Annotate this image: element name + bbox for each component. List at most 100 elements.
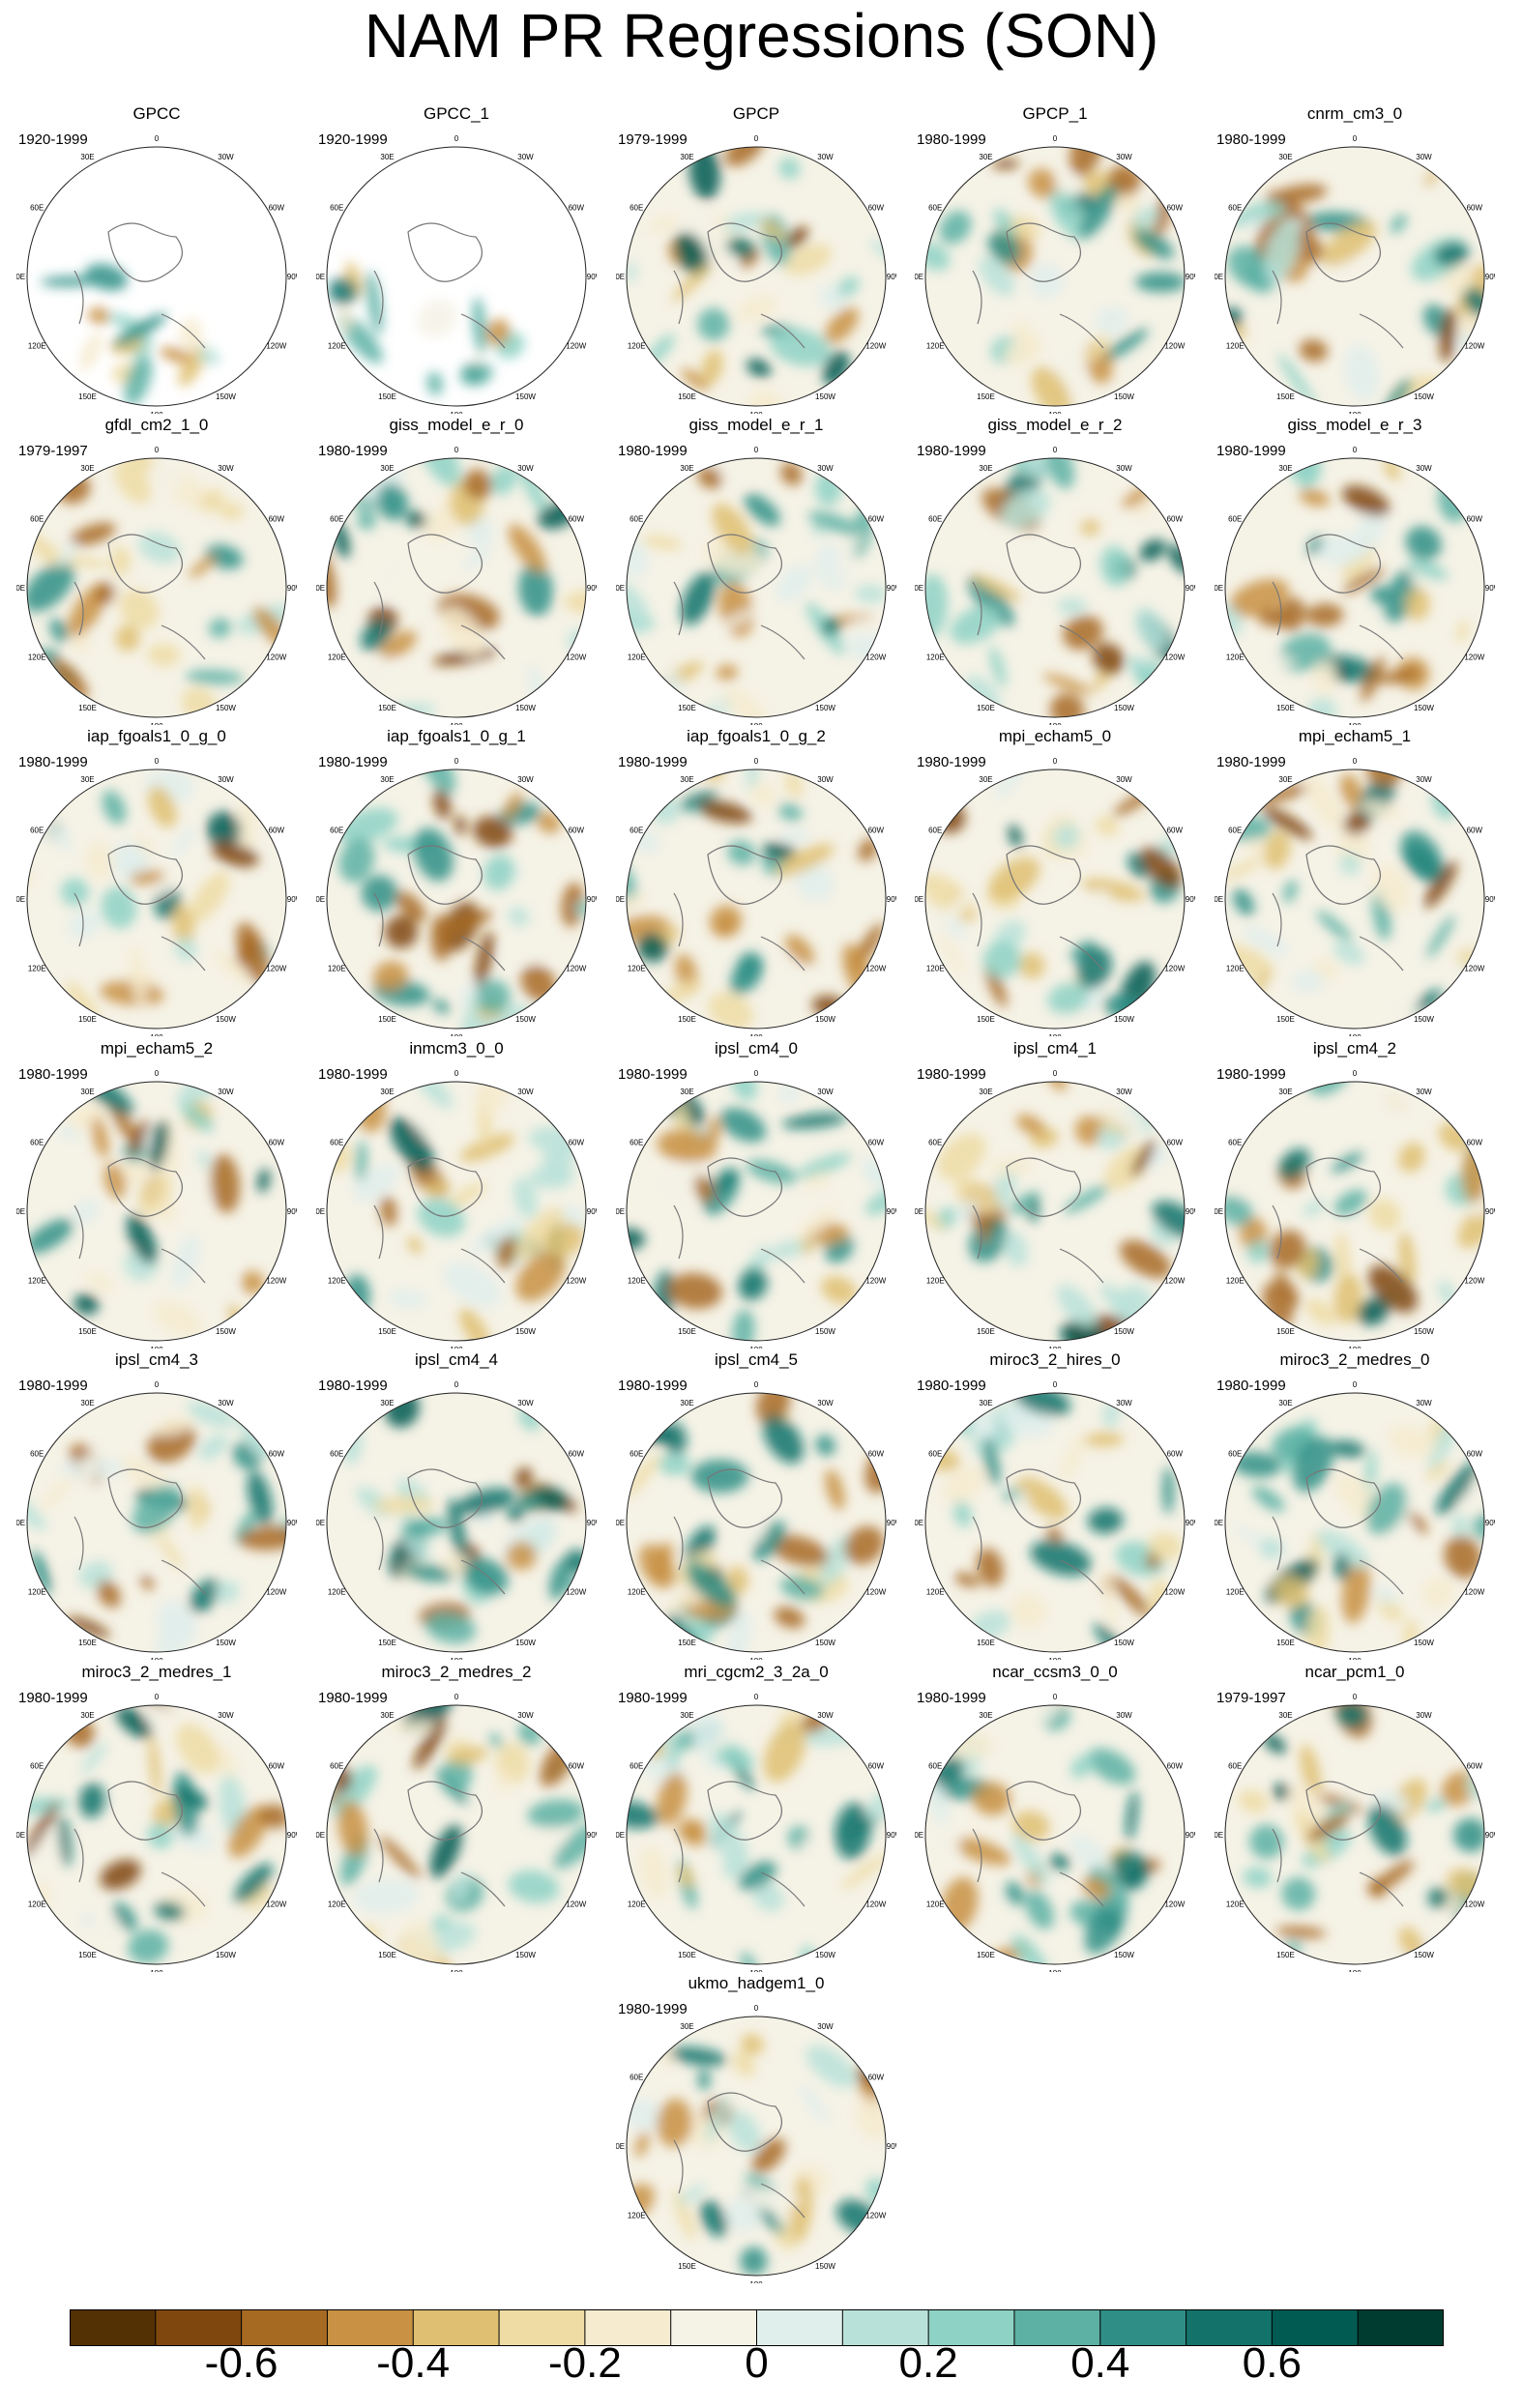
anomaly-blob [932,885,979,935]
longitude-label: 180 [1048,722,1062,725]
longitude-label: 60E [630,1762,643,1771]
longitude-label: 0 [1353,134,1358,143]
longitude-label: 30E [680,775,693,784]
map-border [26,1704,287,1965]
coastline [1272,1157,1404,1284]
anomaly-blob [573,901,586,917]
colorbar-swatch [499,2309,586,2346]
anomaly-blob [1427,1887,1450,1908]
longitude-label: 0 [155,1069,160,1078]
panel-iap_fgoals1_0_g_1: iap_fgoals1_0_g_1 180 150E 120E 90E 60E 30E 0 30… [316,727,597,1036]
anomaly-blob [1015,1114,1046,1136]
anomaly-blob [1048,1853,1070,1871]
anomaly-blob [504,792,522,820]
longitude-label: 90W [1485,1519,1495,1527]
longitude-label: 180 [450,1346,463,1349]
anomaly-blob [825,307,859,343]
longitude-label: 180 [150,1969,163,1972]
panel-title: iap_fgoals1_0_g_2 [687,727,826,745]
longitude-label: 150E [1276,704,1295,712]
anomaly-blob [50,658,89,700]
longitude-label: 90W [1485,1207,1495,1216]
anomaly-blob [825,1468,845,1511]
anomaly-blob [40,1477,73,1511]
map-border [626,769,887,1030]
anomaly-blob [796,862,834,902]
longitude-label: 120W [566,1588,586,1597]
anomaly-blob [424,1180,452,1197]
panel-title: miroc3_2_medres_1 [81,1663,232,1681]
anomaly-blob [714,918,740,937]
anomaly-blob [27,562,74,612]
map-border [626,457,887,718]
longitude-label: 180 [749,1346,763,1349]
anomaly-blob [1010,1191,1040,1215]
coastline [73,1157,206,1284]
anomaly-blob [1273,1783,1290,1801]
anomaly-blob [1225,1195,1253,1226]
anomaly-blob [991,159,1020,169]
anomaly-blob [815,543,848,591]
anomaly-blob [1342,567,1385,594]
anomaly-blob [387,1290,428,1308]
anomaly-blob [796,1206,837,1243]
anomaly-blob [468,1216,523,1255]
longitude-label: 60E [630,1139,643,1147]
anomaly-blob [78,1783,105,1818]
anomaly-blob [659,1453,691,1476]
panel-title: iap_fgoals1_0_g_1 [387,727,526,745]
anomaly-blob [724,147,765,167]
longitude-label: 60W [868,204,885,213]
longitude-label: 30E [380,1399,394,1407]
panel-title: miroc3_2_medres_2 [381,1663,532,1681]
anomaly-blob [338,837,375,884]
longitude-label: 30E [80,153,94,161]
anomaly-blob [234,1863,273,1903]
anomaly-blob [1300,1744,1322,1797]
panel-ipsl_cm4_4: ipsl_cm4_4 180 150E 120E 90E 60E 30E 0 30W 60W 90W… [316,1350,597,1660]
anomaly-blob [777,803,803,822]
longitude-label: 60W [269,1450,285,1459]
longitude-label: 120W [865,1900,886,1909]
longitude-label: 90E [616,273,625,281]
anomaly-blob [390,1117,434,1173]
longitude-label: 150E [378,1951,396,1959]
anomaly-blob [79,332,103,372]
longitude-label: 90E [616,1831,625,1840]
panel-period: 1980-1999 [917,754,986,770]
longitude-label: 60W [1167,204,1184,213]
longitude-label: 30W [1416,464,1432,473]
polar-map: 180 150E 120E 90E 60E 30E 0 30W 60W 90W 120W 150W [915,757,1195,1036]
anomaly-blob [747,769,759,792]
longitude-label: 180 [749,411,763,414]
longitude-label: 90E [316,1207,325,1216]
colorbar-swatch [70,2309,157,2346]
map-border [1224,769,1485,1030]
panel-title: ncar_pcm1_0 [1304,1663,1405,1681]
longitude-label: 90W [287,1831,297,1840]
longitude-label: 60W [269,515,285,524]
panel-period: 1980-1999 [618,754,688,770]
longitude-label: 30W [1416,775,1432,784]
anomaly-blob [627,583,650,635]
anomaly-blob [776,955,806,983]
anomaly-blob [1317,1529,1369,1569]
anomaly-blob [658,1176,698,1224]
anomaly-blob [384,914,419,949]
longitude-label: 150W [1414,1327,1434,1336]
anomaly-blob [1316,911,1353,942]
polar-map: 180 150E 120E 90E 60E 30E 0 30W 60W 90W 120W 150W [915,134,1195,414]
longitude-label: 150E [1276,1639,1295,1647]
longitude-label: 150E [378,1327,396,1336]
anomaly-blob [1262,806,1313,840]
panel-title: miroc3_2_hires_0 [989,1350,1121,1369]
anomaly-blob [380,1195,397,1227]
anomaly-blob [1130,1140,1156,1177]
longitude-label: 60W [1167,1139,1184,1147]
anomaly-blob [84,263,128,291]
anomaly-blob [197,347,220,365]
panel-miroc3_2_hires_0: miroc3_2_hires_0 180 150E 120E 90E 60E 30E 0 30W… [915,1350,1195,1660]
longitude-label: 30W [1116,1399,1132,1407]
longitude-label: 90E [1215,1831,1223,1840]
longitude-label: 60E [630,827,643,835]
